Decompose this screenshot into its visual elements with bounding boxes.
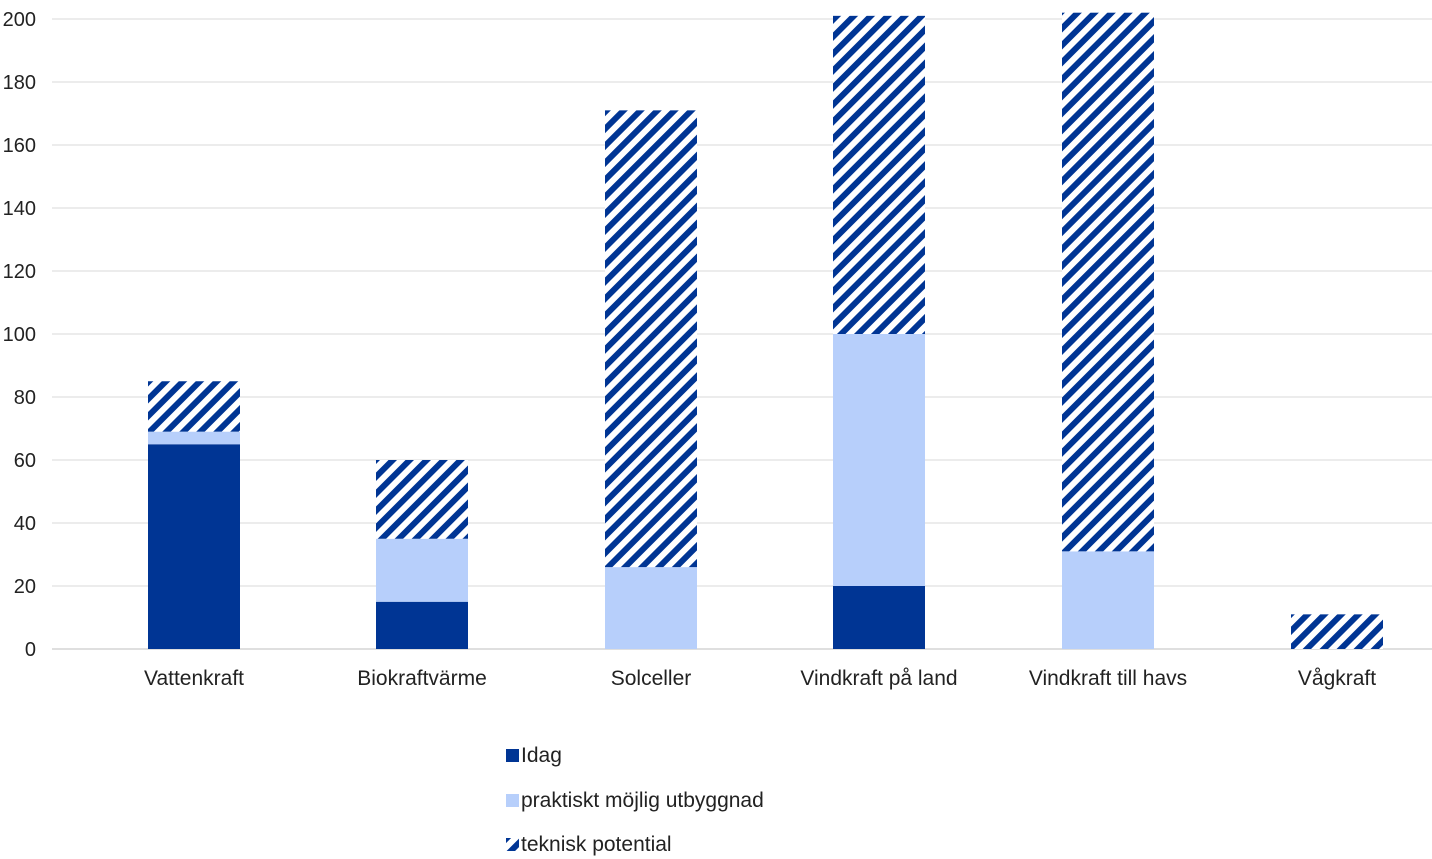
bar-segment-praktiskt-möjlig-utbyggnad <box>1062 551 1154 649</box>
bar-segment-idag <box>376 601 468 649</box>
x-category-label: Biokraftvärme <box>357 667 487 690</box>
gridlines <box>52 18 1432 650</box>
bar-segment-idag <box>148 444 240 649</box>
bar-segment-teknisk-potential <box>1291 614 1383 649</box>
x-category-label: Vattenkraft <box>144 667 244 690</box>
bar-segment-teknisk-potential <box>605 110 697 568</box>
x-axis-category-labels: Vattenkraft Biokraftvärme Solceller Vindkra… <box>144 667 1376 690</box>
bar-segment-teknisk-potential <box>148 381 240 432</box>
legend-item: praktiskt möjlig utbyggnad <box>506 789 764 812</box>
y-tick-label: 140 <box>3 198 36 220</box>
y-tick-label: 20 <box>14 576 36 598</box>
bar-group <box>833 15 925 649</box>
bar-segment-praktiskt-möjlig-utbyggnad <box>376 538 468 602</box>
y-tick-label: 60 <box>14 450 36 472</box>
legend-item: teknisk potential <box>506 833 672 856</box>
legend-label: teknisk potential <box>521 833 672 856</box>
legend-swatch <box>506 794 519 807</box>
y-tick-label: 200 <box>3 9 36 31</box>
y-tick-label: 0 <box>25 639 36 661</box>
legend-item: Idag <box>506 744 562 767</box>
x-category-label: Vågkraft <box>1298 667 1376 690</box>
legend-label: Idag <box>521 744 562 767</box>
y-tick-label: 180 <box>3 72 36 94</box>
bar-segment-praktiskt-möjlig-utbyggnad <box>605 567 697 649</box>
bar-group <box>1062 12 1154 649</box>
legend: Idag praktiskt möjlig utbyggnad teknisk po… <box>506 744 764 856</box>
legend-swatch <box>506 749 519 762</box>
y-tick-label: 120 <box>3 261 36 283</box>
bar-segment-teknisk-potential <box>376 460 468 539</box>
bars <box>148 12 1383 649</box>
x-category-label: Solceller <box>611 667 692 690</box>
bar-group <box>148 381 240 649</box>
bar-segment-idag <box>833 586 925 649</box>
y-axis-tick-labels: 0 20 40 60 80 100 120 140 160 180 200 <box>3 9 36 661</box>
bar-segment-teknisk-potential <box>833 15 925 334</box>
bar-segment-teknisk-potential <box>1062 12 1154 552</box>
x-category-label: Vindkraft på land <box>800 667 957 690</box>
y-tick-label: 40 <box>14 513 36 535</box>
bar-group <box>605 110 697 649</box>
y-tick-label: 160 <box>3 135 36 157</box>
legend-swatch <box>506 838 519 851</box>
bar-segment-praktiskt-möjlig-utbyggnad <box>833 334 925 586</box>
bar-segment-praktiskt-möjlig-utbyggnad <box>148 431 240 445</box>
bar-group <box>376 460 468 649</box>
x-category-label: Vindkraft till havs <box>1029 667 1187 690</box>
legend-label: praktiskt möjlig utbyggnad <box>521 789 764 812</box>
y-tick-label: 80 <box>14 387 36 409</box>
bar-group <box>1291 614 1383 649</box>
y-tick-label: 100 <box>3 324 36 346</box>
